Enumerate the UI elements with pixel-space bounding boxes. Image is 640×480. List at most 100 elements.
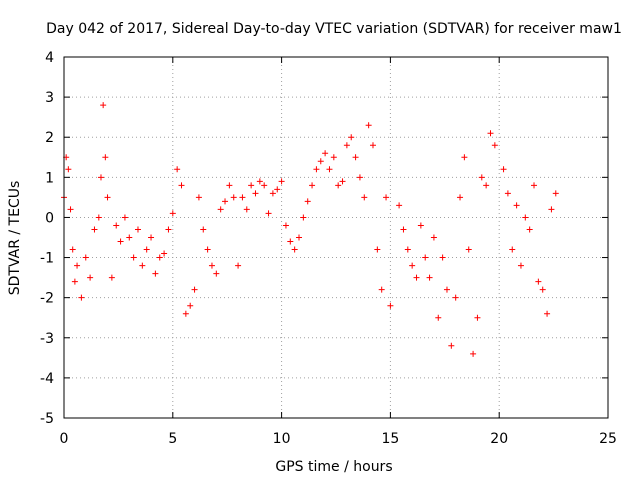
data-point [97, 174, 104, 181]
data-point [539, 286, 546, 293]
data-point [235, 262, 242, 269]
data-point [483, 182, 490, 189]
data-point [300, 214, 307, 221]
data-point [69, 246, 76, 253]
data-point [87, 274, 94, 281]
y-tick-label: 1 [45, 170, 54, 186]
x-tick-label: 15 [381, 431, 399, 447]
x-tick-label: 10 [273, 431, 291, 447]
data-point [517, 262, 524, 269]
y-tick-label: 2 [45, 130, 54, 146]
data-point [226, 182, 233, 189]
data-point [552, 190, 559, 197]
data-point [348, 134, 355, 141]
data-point [448, 342, 455, 349]
data-point [71, 278, 78, 285]
data-point [296, 234, 303, 241]
data-point [104, 194, 111, 201]
data-point [335, 182, 342, 189]
data-point [100, 102, 107, 109]
data-point [326, 166, 333, 173]
tick-labels: 0 5 10 15 20 25 -5 -4 -3 -2 -1 0 1 2 3 4 [40, 50, 617, 447]
data-point [313, 166, 320, 173]
data-point [102, 154, 109, 161]
data-point [409, 262, 416, 269]
data-point [213, 270, 220, 277]
data-point [191, 286, 198, 293]
data-point [400, 226, 407, 233]
data-point [365, 122, 372, 129]
data-point [287, 238, 294, 245]
data-point [478, 174, 485, 181]
data-point [65, 166, 72, 173]
data-point [248, 182, 255, 189]
data-point [156, 254, 163, 261]
data-point [470, 350, 477, 357]
data-point [322, 150, 329, 157]
data-point [217, 206, 224, 213]
data-point [82, 254, 89, 261]
x-tick-label: 5 [168, 431, 177, 447]
data-point [152, 270, 159, 277]
data-point [361, 194, 368, 201]
data-point [330, 154, 337, 161]
data-point [169, 210, 176, 217]
data-point [243, 206, 250, 213]
data-point [443, 286, 450, 293]
y-tick-label: -2 [40, 291, 54, 307]
data-point [230, 194, 237, 201]
data-point [339, 178, 346, 185]
data-point [200, 226, 207, 233]
data-point [356, 174, 363, 181]
data-point [274, 186, 281, 193]
data-point [439, 254, 446, 261]
y-axis-label: SDTVAR / TECUs [7, 181, 23, 296]
data-point [317, 158, 324, 165]
data-point [261, 182, 268, 189]
data-point [461, 154, 468, 161]
data-point [457, 194, 464, 201]
grid-lines [64, 57, 608, 418]
data-points [61, 102, 559, 357]
data-point [195, 194, 202, 201]
data-point [91, 226, 98, 233]
data-point [256, 178, 263, 185]
data-point [121, 214, 128, 221]
data-point [544, 310, 551, 317]
data-point [383, 194, 390, 201]
data-point [239, 194, 246, 201]
data-point [278, 178, 285, 185]
data-point [182, 310, 189, 317]
data-point [74, 262, 81, 269]
data-point [500, 166, 507, 173]
data-point [487, 130, 494, 137]
data-point [491, 142, 498, 149]
data-point [126, 234, 133, 241]
data-point [526, 226, 533, 233]
data-point [504, 190, 511, 197]
data-point [139, 262, 146, 269]
y-tick-label: -1 [40, 251, 54, 267]
data-point [452, 294, 459, 301]
y-tick-label: 3 [45, 90, 54, 106]
data-point [208, 262, 215, 269]
data-point [435, 314, 442, 321]
data-point [282, 222, 289, 229]
data-point [134, 226, 141, 233]
data-point [548, 206, 555, 213]
data-point [465, 246, 472, 253]
y-tick-label: -3 [40, 331, 54, 347]
data-point [374, 246, 381, 253]
x-axis-label: GPS time / hours [275, 459, 392, 475]
axis-ticks [63, 56, 609, 419]
data-point [522, 214, 529, 221]
data-point [252, 190, 259, 197]
data-point [204, 246, 211, 253]
data-point [130, 254, 137, 261]
data-point [291, 246, 298, 253]
data-point [222, 198, 229, 205]
data-point [304, 198, 311, 205]
data-point [309, 182, 316, 189]
data-point [404, 246, 411, 253]
